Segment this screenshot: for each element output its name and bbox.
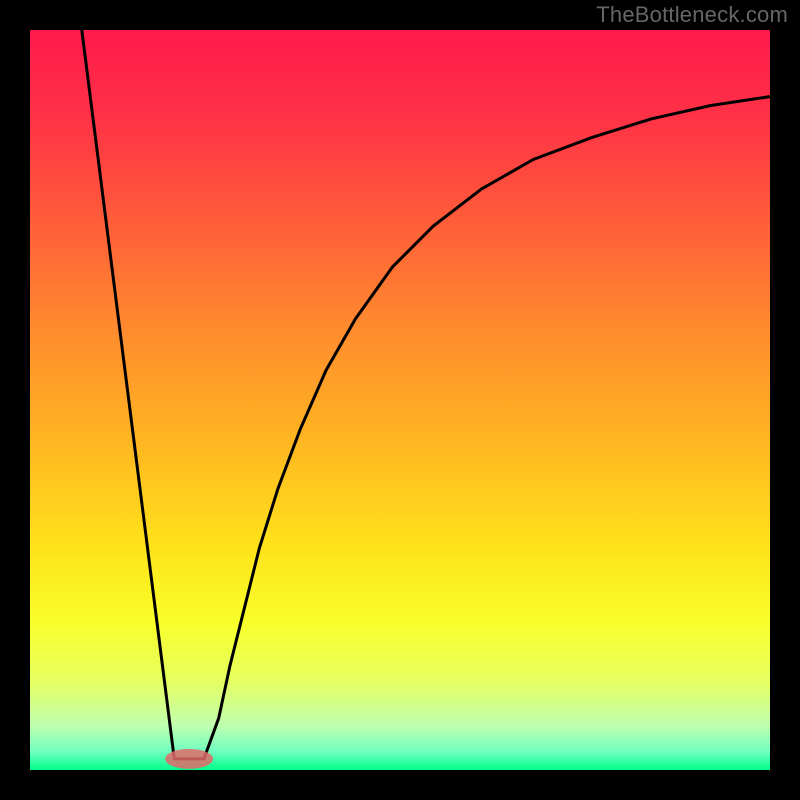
chart-container: { "watermark": "TheBottleneck.com", "cha… (0, 0, 800, 800)
optimal-marker (165, 749, 213, 769)
bottleneck-chart (0, 0, 800, 800)
plot-area (30, 30, 770, 770)
watermark-label: TheBottleneck.com (596, 2, 788, 28)
